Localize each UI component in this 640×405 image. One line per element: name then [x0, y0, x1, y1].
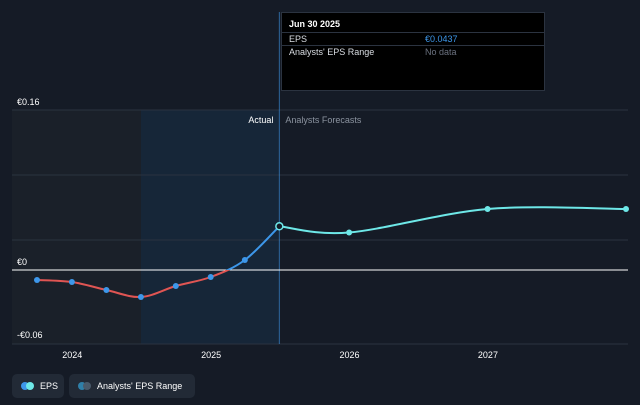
- y-tick-label: €0: [17, 257, 27, 267]
- y-axis-labels: €0.16 €0 -€0.06: [17, 97, 43, 340]
- x-tick-label: 2024: [62, 350, 82, 360]
- range-legend-icon: [78, 382, 92, 390]
- tooltip-title: Jun 30 2025: [289, 19, 341, 29]
- actual-highlight-band: [141, 110, 280, 344]
- tooltip-range-key: Analysts' EPS Range: [289, 47, 375, 57]
- x-tick-label: 2025: [201, 350, 221, 360]
- x-tick-label: 2027: [478, 350, 498, 360]
- eps-legend-icon: [21, 382, 35, 390]
- eps-forecast-point[interactable]: [484, 206, 491, 212]
- hover-tooltip: Jun 30 2025 EPS €0.0437 Analysts' EPS Ra…: [281, 12, 545, 91]
- eps-actual-point[interactable]: [103, 287, 110, 293]
- eps-forecast-line: [279, 206, 627, 235]
- y-tick-label: -€0.06: [17, 330, 43, 340]
- grid-lines: [12, 109, 628, 345]
- legend-item-eps[interactable]: EPS: [12, 374, 64, 398]
- tooltip-row-eps: EPS €0.0437: [282, 32, 544, 46]
- tooltip-range-value: No data: [425, 47, 457, 57]
- tooltip-row-range: Analysts' EPS Range No data: [282, 45, 544, 59]
- legend-label-eps: EPS: [40, 381, 59, 391]
- eps-forecast-point[interactable]: [346, 229, 353, 236]
- tooltip-eps-key: EPS: [289, 34, 308, 44]
- y-tick-label: €0.16: [17, 97, 40, 107]
- eps-actual-line-positive: [225, 225, 281, 270]
- legend-item-analysts-range[interactable]: Analysts' EPS Range: [69, 374, 195, 398]
- legend-label-analysts-range: Analysts' EPS Range: [97, 381, 183, 391]
- eps-forecast-point[interactable]: [623, 206, 629, 212]
- eps-actual-point[interactable]: [68, 279, 75, 285]
- eps-actual-point[interactable]: [241, 257, 248, 263]
- eps-actual-point[interactable]: [172, 283, 179, 289]
- x-axis-labels: 2024 2025 2026 2027: [62, 350, 498, 360]
- eps-series-points: [34, 206, 629, 300]
- eps-actual-point[interactable]: [34, 277, 40, 283]
- actual-region-label: Actual: [248, 115, 273, 125]
- eps-latest-actual-point[interactable]: [275, 222, 284, 231]
- tooltip-eps-value: €0.0437: [425, 34, 458, 44]
- x-tick-label: 2026: [339, 350, 359, 360]
- eps-actual-point[interactable]: [137, 294, 144, 300]
- eps-actual-point[interactable]: [207, 274, 214, 280]
- forecast-region-label: Analysts Forecasts: [285, 115, 362, 125]
